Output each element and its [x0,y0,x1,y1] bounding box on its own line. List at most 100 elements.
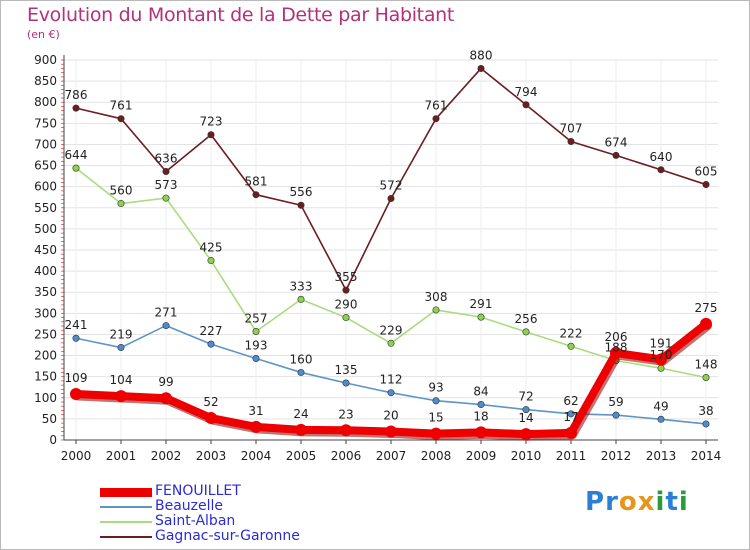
data-label: 135 [335,363,358,377]
data-label: 271 [155,306,178,320]
data-label: 786 [65,88,88,102]
brand-letter: P [585,487,606,517]
series-gagnac-sur-garonne [72,64,710,294]
data-point [295,423,307,436]
brand-logo: Proxiti [585,487,689,517]
data-label: 206 [605,330,628,344]
data-label: 674 [605,135,628,149]
x-tick-label: 2011 [556,449,587,463]
data-point [117,115,125,123]
data-point [522,328,530,336]
data-label: 62 [563,394,578,408]
data-label: 170 [650,348,673,362]
x-tick-label: 2000 [61,449,92,463]
data-label: 581 [245,175,268,189]
data-label: 605 [695,165,718,179]
x-tick-label: 2002 [151,449,182,463]
data-label: 257 [245,311,268,325]
legend-label: Gagnac-sur-Garonne [155,528,300,544]
data-point [252,191,260,199]
data-point [477,401,485,409]
data-label: 761 [425,99,448,113]
data-point [522,101,530,109]
data-point [567,410,575,418]
data-point [430,427,442,440]
data-point [162,167,170,175]
data-label: 14 [518,411,533,425]
series [70,64,712,441]
data-label: 573 [155,178,178,192]
brand-letter: i [655,487,666,517]
data-label: 308 [425,290,448,304]
data-point [387,389,395,397]
data-point [250,420,262,433]
legend-item: FENOUILLET [100,483,360,499]
brand-letter: r [605,487,619,517]
x-tick-label: 2001 [106,449,137,463]
legend-swatch [100,521,152,523]
data-point [207,340,215,348]
data-point [702,420,710,428]
data-label: 256 [515,312,538,326]
line-chart: 0 50 100 150 200 250 300 350 400 450 500 550 600 650 7… [34,48,721,463]
data-point [475,426,487,439]
y-tick-label: 0 [49,433,57,447]
data-point [72,334,80,342]
legend-swatch [100,536,152,538]
chart-title: Evolution du Montant de la Dette par Hab… [27,4,455,26]
data-label: 227 [200,324,223,338]
data-label: 188 [605,341,628,355]
y-tick-label: 850 [34,74,57,88]
data-point [612,411,620,419]
data-point [340,424,352,437]
data-label: 160 [290,352,313,366]
data-label: 31 [248,404,263,418]
series-beauzelle [72,322,710,428]
data-point [297,368,305,376]
data-label: 24 [293,407,308,421]
data-point [385,425,397,438]
data-point [72,164,80,172]
x-tick-label: 2003 [196,449,227,463]
data-point [160,392,172,405]
y-tick-label: 500 [34,222,57,236]
y-tick-label: 400 [34,264,57,278]
data-point [207,257,215,265]
data-label: 84 [473,385,488,399]
data-point [252,327,260,335]
data-label: 15 [428,411,443,425]
data-point [72,104,80,112]
x-tick-label: 2013 [646,449,677,463]
series-fenouillet [70,317,712,441]
legend-swatch [100,506,152,508]
data-point [342,314,350,322]
brand-letter: i [678,487,689,517]
data-label: 761 [110,99,133,113]
data-point [342,379,350,387]
legend-item: Beauzelle [100,498,360,514]
data-label: 193 [245,339,268,353]
data-label: 23 [338,407,353,421]
data-label: 104 [110,373,133,387]
y-tick-label: 650 [34,159,57,173]
data-point [612,151,620,159]
axes: 0 50 100 150 200 250 300 350 400 450 500 550 600 650 7… [34,53,721,463]
data-point [70,387,82,400]
data-label: 20 [383,409,398,423]
brand-letter: o [618,487,638,517]
data-point [657,166,665,174]
data-label: 707 [560,121,583,135]
data-label: 241 [65,318,88,332]
data-point [610,347,622,360]
x-tick-label: 2008 [421,449,452,463]
y-tick-label: 150 [34,370,57,384]
data-point [297,295,305,303]
data-label: 191 [650,336,673,350]
data-label: 275 [695,301,718,315]
data-point [432,115,440,123]
data-point [567,342,575,350]
data-point [477,313,485,321]
legend-item: Saint-Alban [100,513,360,529]
legend-swatch [100,487,152,497]
